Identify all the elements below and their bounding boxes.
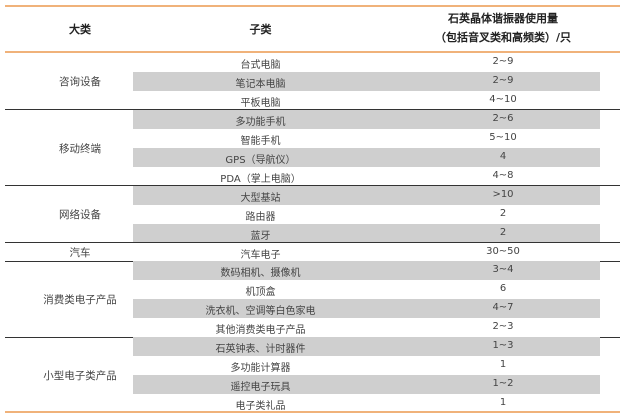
table-row: GPS（导航仪） 4 — [133, 147, 600, 167]
table-row: 数码相机、摄像机 3~4 — [133, 261, 600, 281]
table-row: 电子类礼品 1 — [133, 394, 600, 413]
usage-cell: 30~50 — [486, 245, 520, 257]
subcategory-cell: 洗衣机、空调等白色家电 — [205, 306, 316, 318]
usage-cell: 4~7 — [492, 302, 514, 314]
subcategory-cell: 平板电脑 — [240, 97, 281, 109]
subcategory-cell: 数码相机、摄像机 — [220, 268, 301, 280]
usage-cell: 2~3 — [492, 321, 514, 333]
usage-cell: 6 — [499, 283, 507, 295]
subcategory-cell: 遥控电子玩具 — [230, 382, 291, 394]
usage-cell: 2 — [499, 226, 507, 238]
table-row: 其他消费类电子产品 2~3 — [133, 318, 600, 337]
subcategory-cell: 石英钟表、计时器件 — [215, 344, 306, 356]
subcategory-cell: 笔记本电脑 — [235, 78, 286, 90]
subcategory-cell: 其他消费类电子产品 — [215, 325, 306, 337]
table-row: 大型基站 >10 — [133, 185, 600, 205]
table-row: 机顶盒 6 — [133, 280, 600, 299]
group-separator — [5, 242, 620, 243]
table-row: 台式电脑 2~9 — [133, 53, 600, 72]
subcategory-cell: 大型基站 — [240, 192, 281, 204]
category-cell: 消费类电子产品 — [43, 294, 117, 307]
usage-cell: 4~10 — [489, 93, 517, 105]
subcategory-cell: 蓝牙 — [250, 230, 271, 242]
header-usage-line1: 石英晶体谐振器使用量 — [448, 12, 558, 25]
table-row: 汽车电子 30~50 — [133, 243, 600, 262]
category-cell: 网络设备 — [59, 209, 101, 222]
table-row: 遥控电子玩具 1~2 — [133, 375, 600, 395]
subcategory-cell: 智能手机 — [240, 135, 281, 147]
usage-cell: 2~9 — [492, 56, 514, 67]
table-row: 洗衣机、空调等白色家电 4~7 — [133, 299, 600, 319]
usage-cell: 5~10 — [489, 131, 517, 143]
usage-cell: 4~8 — [492, 169, 514, 181]
table-row: 笔记本电脑 2~9 — [133, 71, 600, 91]
subcategory-cell: 多功能手机 — [235, 116, 286, 128]
category-cell: 移动终端 — [59, 142, 101, 155]
usage-cell: 3~4 — [492, 264, 514, 276]
header-subcategory: 子类 — [249, 23, 272, 36]
subcategory-cell: 电子类礼品 — [235, 401, 286, 413]
table-row: 智能手机 5~10 — [133, 129, 600, 148]
subcategory-cell: 多功能计算器 — [230, 363, 291, 375]
header-rule — [5, 51, 620, 53]
table-row: 路由器 2 — [133, 205, 600, 224]
table-top-rule — [5, 5, 620, 7]
usage-cell: >10 — [492, 188, 514, 200]
category-cell: 小型电子类产品 — [43, 370, 117, 383]
header-category: 大类 — [69, 23, 91, 36]
table-header: 大类 子类 石英晶体谐振器使用量 （包括音叉类和高频类）/只 — [5, 7, 620, 51]
subcategory-cell: 汽车电子 — [240, 249, 281, 261]
table-row: 蓝牙 2 — [133, 223, 600, 243]
usage-cell: 1 — [499, 397, 507, 409]
usage-cell: 2~6 — [492, 112, 514, 124]
usage-cell: 1 — [499, 359, 507, 371]
subcategory-cell: 路由器 — [245, 211, 276, 223]
header-usage-line2: （包括音叉类和高频类）/只 — [434, 31, 572, 44]
table-row: 多功能计算器 1 — [133, 356, 600, 375]
subcategory-cell: 机顶盒 — [245, 287, 276, 299]
usage-cell: 1~3 — [492, 340, 514, 352]
subcategory-cell: GPS（导航仪） — [225, 154, 296, 166]
table-row: 平板电脑 4~10 — [133, 91, 600, 110]
table-row: 多功能手机 2~6 — [133, 109, 600, 129]
subcategory-cell: 台式电脑 — [240, 60, 281, 71]
usage-cell: 1~2 — [492, 378, 514, 390]
usage-cell: 4 — [499, 150, 507, 162]
usage-cell: 2~9 — [492, 74, 514, 86]
table-row: PDA（掌上电脑） 4~8 — [133, 167, 600, 186]
table-row: 石英钟表、计时器件 1~3 — [133, 337, 600, 357]
table-bottom-rule — [5, 411, 620, 413]
usage-cell: 2 — [499, 207, 507, 219]
subcategory-cell: PDA（掌上电脑） — [220, 173, 301, 185]
category-cell: 汽车 — [69, 246, 91, 259]
category-cell: 咨询设备 — [59, 76, 101, 89]
